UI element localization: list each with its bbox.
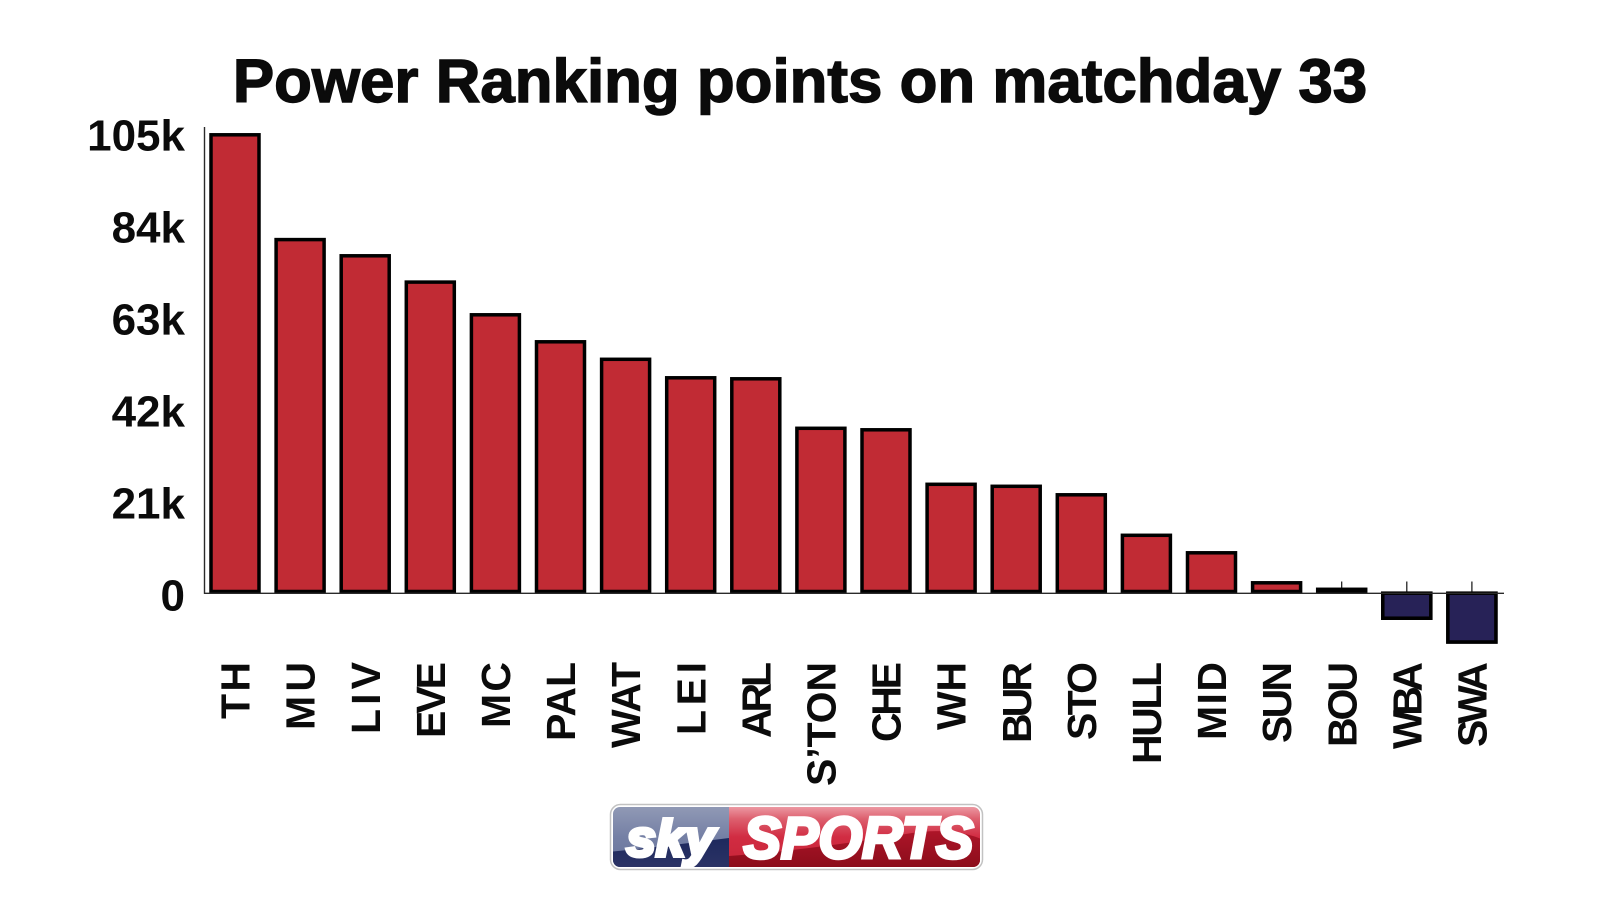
svg-text:STO: STO xyxy=(1059,662,1105,740)
svg-text:MC: MC xyxy=(473,662,519,728)
svg-text:MU: MU xyxy=(278,662,324,730)
svg-text:PAL: PAL xyxy=(538,662,584,741)
svg-text:S’TON: S’TON xyxy=(799,662,845,786)
svg-text:WH: WH xyxy=(929,662,975,730)
svg-text:SWA: SWA xyxy=(1450,662,1496,747)
svg-text:LEI: LEI xyxy=(668,662,714,735)
svg-text:SPORTS: SPORTS xyxy=(744,806,974,871)
svg-text:CHE: CHE xyxy=(864,662,910,742)
svg-text:LIV: LIV xyxy=(343,661,389,734)
svg-text:Power Ranking points on matchd: Power Ranking points on matchday 33 xyxy=(233,47,1367,116)
svg-text:WBA: WBA xyxy=(1384,662,1430,749)
svg-text:HULL: HULL xyxy=(1124,662,1170,764)
svg-text:42k: 42k xyxy=(112,388,186,437)
svg-text:BUR: BUR xyxy=(994,662,1040,743)
svg-text:SUN: SUN xyxy=(1254,662,1300,743)
svg-text:ARL: ARL xyxy=(733,662,779,738)
svg-text:EVE: EVE xyxy=(408,662,454,738)
svg-text:sky: sky xyxy=(627,810,718,867)
svg-text:MID: MID xyxy=(1189,662,1235,740)
svg-text:WAT: WAT xyxy=(603,662,649,748)
svg-text:21k: 21k xyxy=(112,480,186,529)
svg-text:TH: TH xyxy=(213,662,259,719)
svg-text:84k: 84k xyxy=(112,204,186,253)
svg-text:0: 0 xyxy=(161,572,185,621)
svg-text:63k: 63k xyxy=(112,296,186,345)
svg-text:BOU: BOU xyxy=(1319,662,1365,747)
svg-text:105k: 105k xyxy=(87,112,185,161)
